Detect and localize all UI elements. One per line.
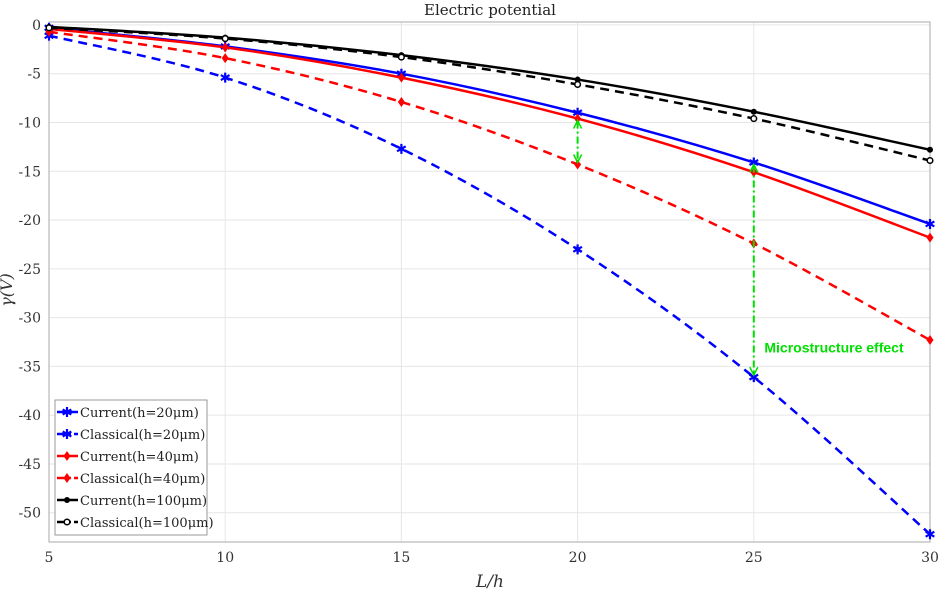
legend-label: Classical(h=40μm) [80,472,205,487]
legend-marker [62,429,72,439]
series-5 [45,24,934,165]
y-tick-label: -15 [18,164,41,180]
x-axis-label: L/h [475,572,504,592]
data-point [574,80,582,88]
annotation-text: Microstructure effect [764,340,904,356]
data-point [926,232,934,243]
data-point [396,143,407,154]
x-tick-label: 15 [392,550,410,566]
series-line [48,27,931,239]
y-tick-label: -50 [18,506,41,522]
y-tick-label: -40 [18,408,41,424]
data-point [925,529,935,540]
data-point [750,108,757,115]
legend-label: Current(h=40μm) [80,450,199,465]
x-tick-label: 30 [921,550,938,566]
legend: Current(h=20μm) Classical(h=20μm) Current(… [54,399,214,536]
series-group [44,22,935,540]
data-point [397,53,405,61]
data-point [574,159,582,170]
legend-item: Classical(h=100μm) [57,516,214,531]
data-point [220,72,231,83]
legend-item: Current(h=20μm) [57,406,199,421]
data-point [574,113,582,124]
arrow-head-icon [572,154,583,165]
y-tick-label: -35 [18,359,41,375]
legend-box [54,399,208,536]
y-tick-label: -45 [18,457,41,473]
x-tick-label: 10 [216,550,234,566]
series-3 [45,26,934,346]
data-point [926,156,934,165]
y-tick-label: 0 [32,18,41,34]
data-point [927,146,933,153]
series-line [48,30,931,342]
legend-marker [63,518,71,526]
y-tick-label: -25 [18,262,41,278]
y-tick-label: -10 [18,115,41,131]
data-point [750,115,758,123]
x-tick-label: 20 [569,550,587,566]
data-point [572,244,583,255]
data-point [574,76,581,83]
legend-item: Classical(h=20μm) [57,428,205,443]
arrow-head-icon [749,366,759,377]
legend-marker [64,497,70,503]
x-tick-label: 25 [745,550,763,566]
series-4 [46,23,933,153]
data-point [925,218,935,229]
legend-item: Classical(h=40μm) [57,472,205,487]
series-2 [45,23,934,243]
data-point [397,72,405,83]
legend-item: Current(h=40μm) [57,450,199,465]
chart-title: Electric potential [424,1,556,19]
series-0 [44,22,935,229]
series-line [48,26,931,162]
legend-marker [63,451,71,461]
data-point [397,97,405,107]
data-point [45,24,53,32]
legend-item: Current(h=100μm) [57,494,207,509]
annotations: Microstructure effect [572,118,904,377]
legend-label: Classical(h=100μm) [80,516,214,531]
legend-marker [63,473,71,483]
data-point [221,35,229,43]
legend-marker [62,407,72,417]
y-tick-label: -20 [18,213,41,229]
ticks: 5 10 15 20 25 30 0 -5 -10 -15 -20 -25 -30 -35 -40 -45 -5… [18,18,938,566]
data-point [926,335,934,346]
data-point [221,42,229,53]
series-line [48,34,931,536]
data-point [221,53,229,64]
legend-label: Classical(h=20μm) [80,428,205,443]
arrow-head-icon [572,118,583,129]
y-axis-label: γ(V) [0,273,16,307]
x-tick-label: 5 [45,550,54,566]
legend-label: Current(h=20μm) [80,406,199,421]
arrow-head-icon [749,162,759,173]
plot-box [48,21,931,543]
y-tick-label: -5 [27,67,41,83]
y-tick-label: -30 [18,311,41,327]
legend-label: Current(h=100μm) [80,494,207,509]
